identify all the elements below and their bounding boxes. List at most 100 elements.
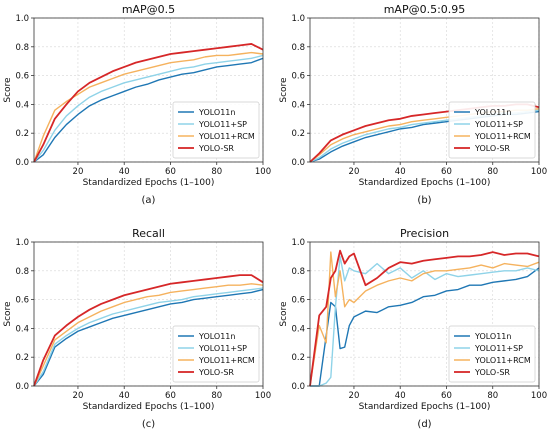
x-axis-label: Standardized Epochs (1–100) bbox=[83, 178, 215, 188]
x-tick-label: 80 bbox=[487, 167, 498, 177]
x-tick-label: 40 bbox=[395, 391, 406, 401]
legend-label: YOLO11+RCM bbox=[474, 356, 531, 365]
legend-box bbox=[448, 101, 536, 159]
x-axis-label: Standardized Epochs (1–100) bbox=[83, 402, 215, 412]
y-tick-label: 0.2 bbox=[15, 129, 29, 139]
y-tick-label: 0.4 bbox=[15, 324, 29, 334]
y-tick-label: 0.0 bbox=[15, 158, 29, 168]
x-tick-label: 60 bbox=[441, 391, 452, 401]
y-axis-label: Score bbox=[279, 77, 289, 103]
y-tick-label: 0.4 bbox=[15, 100, 29, 110]
axes-frame bbox=[309, 241, 540, 387]
x-tick-label: 40 bbox=[119, 391, 130, 401]
x-tick-label: 80 bbox=[211, 167, 222, 177]
y-axis-label: Score bbox=[3, 77, 13, 103]
y-tick-label: 0.2 bbox=[15, 353, 29, 363]
legend-label: YOLO11+SP bbox=[474, 120, 523, 129]
y-tick-label: 0.4 bbox=[291, 100, 305, 110]
y-tick-label: 0.0 bbox=[15, 382, 29, 392]
chart-panel: 0.0 0.2 0.4 0.6 0.8 1.0 20 40 60 80 100 mAP@0.5 Stan… bbox=[3, 3, 271, 206]
x-tick-label: 20 bbox=[349, 391, 360, 401]
series-line bbox=[33, 283, 264, 387]
y-tick-label: 0.8 bbox=[291, 43, 305, 53]
y-tick-label: 0.8 bbox=[15, 267, 29, 277]
x-tick-label: 100 bbox=[255, 391, 271, 401]
series-line bbox=[309, 249, 540, 387]
legend-box bbox=[448, 325, 536, 383]
y-tick-label: 0.8 bbox=[15, 43, 29, 53]
panel-caption: (c) bbox=[142, 419, 155, 430]
legend-label: YOLO11n bbox=[474, 108, 511, 117]
x-tick-label: 20 bbox=[73, 167, 84, 177]
y-tick-label: 0.6 bbox=[15, 296, 29, 306]
legend-label: YOLO-SR bbox=[474, 368, 510, 377]
legend-label: YOLO-SR bbox=[198, 368, 234, 377]
legend-label: YOLO11n bbox=[474, 332, 511, 341]
y-tick-label: 0.8 bbox=[291, 267, 305, 277]
y-tick-label: 0.4 bbox=[291, 324, 305, 334]
chart-title: Precision bbox=[400, 227, 449, 240]
legend-box bbox=[172, 101, 260, 159]
axes-frame bbox=[309, 17, 540, 163]
legend-label: YOLO11+RCM bbox=[198, 356, 255, 365]
y-tick-label: 1.0 bbox=[15, 238, 29, 248]
panel-caption: (b) bbox=[417, 195, 431, 206]
x-tick-label: 20 bbox=[349, 167, 360, 177]
axes-frame bbox=[33, 241, 264, 387]
legend-label: YOLO-SR bbox=[198, 144, 234, 153]
y-tick-label: 0.6 bbox=[291, 296, 305, 306]
series-line bbox=[33, 287, 264, 387]
chart-panel: 0.0 0.2 0.4 0.6 0.8 1.0 20 40 60 80 100 Recall Stand… bbox=[3, 227, 271, 430]
x-tick-label: 100 bbox=[531, 391, 547, 401]
y-tick-label: 1.0 bbox=[291, 238, 305, 248]
legend: YOLO11n YOLO11+SP YOLO11+RCM YOLO-SR bbox=[172, 101, 260, 159]
y-tick-label: 1.0 bbox=[15, 14, 29, 24]
x-tick-label: 60 bbox=[165, 167, 176, 177]
legend-label: YOLO11+RCM bbox=[198, 132, 255, 141]
chart-title: Recall bbox=[132, 227, 165, 240]
series-line bbox=[33, 43, 264, 163]
x-tick-label: 80 bbox=[211, 391, 222, 401]
axes-frame bbox=[33, 17, 264, 163]
series-line bbox=[309, 251, 540, 387]
y-axis-label: Score bbox=[279, 301, 289, 327]
legend: YOLO11n YOLO11+SP YOLO11+RCM YOLO-SR bbox=[172, 325, 260, 383]
y-tick-label: 0.6 bbox=[291, 72, 305, 82]
x-tick-label: 40 bbox=[119, 167, 130, 177]
x-tick-label: 60 bbox=[441, 167, 452, 177]
series-line bbox=[33, 274, 264, 387]
legend-label: YOLO11+SP bbox=[198, 120, 247, 129]
legend-label: YOLO-SR bbox=[474, 144, 510, 153]
chart-title: mAP@0.5 bbox=[122, 3, 175, 16]
y-tick-label: 0.6 bbox=[15, 72, 29, 82]
y-tick-label: 1.0 bbox=[291, 14, 305, 24]
y-tick-label: 0.0 bbox=[291, 382, 305, 392]
panel-caption: (d) bbox=[417, 419, 431, 430]
x-tick-label: 100 bbox=[255, 167, 271, 177]
series-line bbox=[310, 255, 540, 387]
y-axis-label: Score bbox=[3, 301, 13, 327]
legend-label: YOLO11n bbox=[198, 332, 235, 341]
panel-caption: (a) bbox=[142, 195, 156, 206]
x-tick-label: 60 bbox=[165, 391, 176, 401]
x-axis-label: Standardized Epochs (1–100) bbox=[359, 178, 491, 188]
legend-label: YOLO11+SP bbox=[198, 344, 247, 353]
legend: YOLO11n YOLO11+SP YOLO11+RCM YOLO-SR bbox=[448, 101, 536, 159]
chart-title: mAP@0.5:0.95 bbox=[384, 3, 466, 16]
x-axis-label: Standardized Epochs (1–100) bbox=[359, 402, 491, 412]
y-tick-label: 0.0 bbox=[291, 158, 305, 168]
x-tick-label: 20 bbox=[73, 391, 84, 401]
legend-label: YOLO11n bbox=[198, 108, 235, 117]
series-line bbox=[33, 288, 264, 387]
chart-panel: 0.0 0.2 0.4 0.6 0.8 1.0 20 40 60 80 100 mAP@0.5:0.9… bbox=[279, 3, 547, 206]
x-tick-label: 40 bbox=[395, 167, 406, 177]
legend-box bbox=[172, 325, 260, 383]
series-line bbox=[33, 54, 264, 163]
legend-label: YOLO11+RCM bbox=[474, 132, 531, 141]
y-tick-label: 0.2 bbox=[291, 129, 305, 139]
x-tick-label: 80 bbox=[487, 391, 498, 401]
y-tick-label: 0.2 bbox=[291, 353, 305, 363]
legend: YOLO11n YOLO11+SP YOLO11+RCM YOLO-SR bbox=[448, 325, 536, 383]
x-tick-label: 100 bbox=[531, 167, 547, 177]
